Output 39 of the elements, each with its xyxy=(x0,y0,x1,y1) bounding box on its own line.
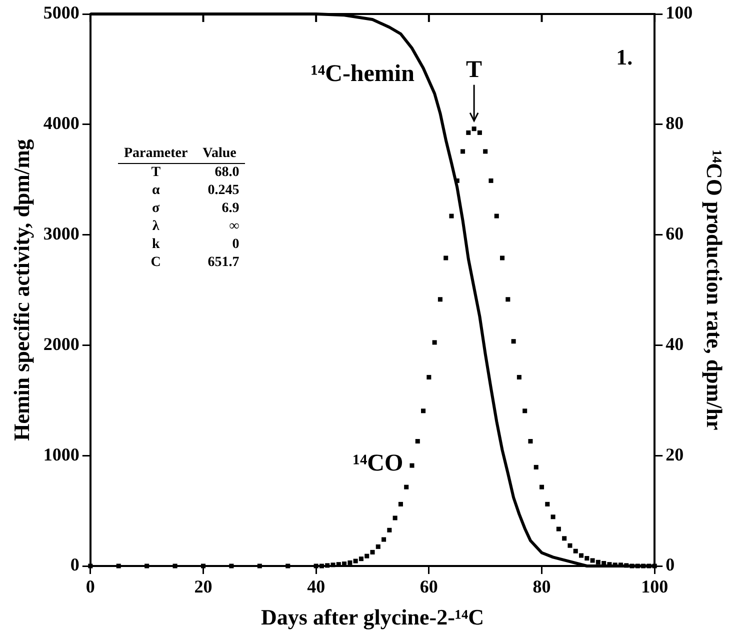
annotation: 0 xyxy=(231,236,240,254)
annotation: 1. xyxy=(616,44,633,70)
annotation: ∞ xyxy=(228,218,240,236)
y2-tick-label: 100 xyxy=(666,2,693,23)
y-tick-label: 0 xyxy=(70,554,80,575)
x-tick-label: 0 xyxy=(86,576,95,596)
annotation: T xyxy=(466,57,482,84)
y2-tick-label: 0 xyxy=(666,554,675,575)
y2-tick-label: 20 xyxy=(666,444,684,464)
annotation: 68.0 xyxy=(214,164,240,182)
y-tick-label: 4000 xyxy=(43,113,80,134)
x-tick-label: 100 xyxy=(641,576,668,596)
annotation: 651.7 xyxy=(206,254,240,272)
y2-axis-title: ¹⁴CO production rate, dpm/hr xyxy=(702,150,728,430)
annotation: 6.9 xyxy=(220,200,240,218)
annotation: C xyxy=(150,254,162,272)
y-tick-label: 3000 xyxy=(43,223,80,244)
annotation: Parameter xyxy=(118,145,194,164)
x-tick-label: 80 xyxy=(532,576,551,596)
annotation: λ xyxy=(151,218,160,236)
annotation: T xyxy=(150,164,162,182)
y2-tick-label: 80 xyxy=(666,113,684,134)
x-tick-label: 60 xyxy=(420,576,438,596)
y2-tick-label: 60 xyxy=(666,223,684,244)
x-axis-title: Days after glycine-2-¹⁴C xyxy=(261,604,484,630)
x-tick-label: 20 xyxy=(194,576,212,596)
y-tick-label: 5000 xyxy=(43,2,80,23)
annotation: 0.245 xyxy=(206,182,240,200)
annotation: k xyxy=(150,236,161,254)
y-tick-label: 1000 xyxy=(43,444,80,464)
annotation: ¹⁴CO xyxy=(352,450,404,477)
annotation: α xyxy=(150,182,161,200)
annotation: ¹⁴C-hemin xyxy=(310,60,414,87)
x-tick-label: 40 xyxy=(307,576,326,596)
annotation: Value xyxy=(194,145,246,164)
y-tick-label: 2000 xyxy=(43,334,80,354)
y2-tick-label: 40 xyxy=(666,334,684,354)
annotation: σ xyxy=(151,200,161,218)
y-axis-title: Hemin specific activity, dpm/mg xyxy=(8,139,34,441)
